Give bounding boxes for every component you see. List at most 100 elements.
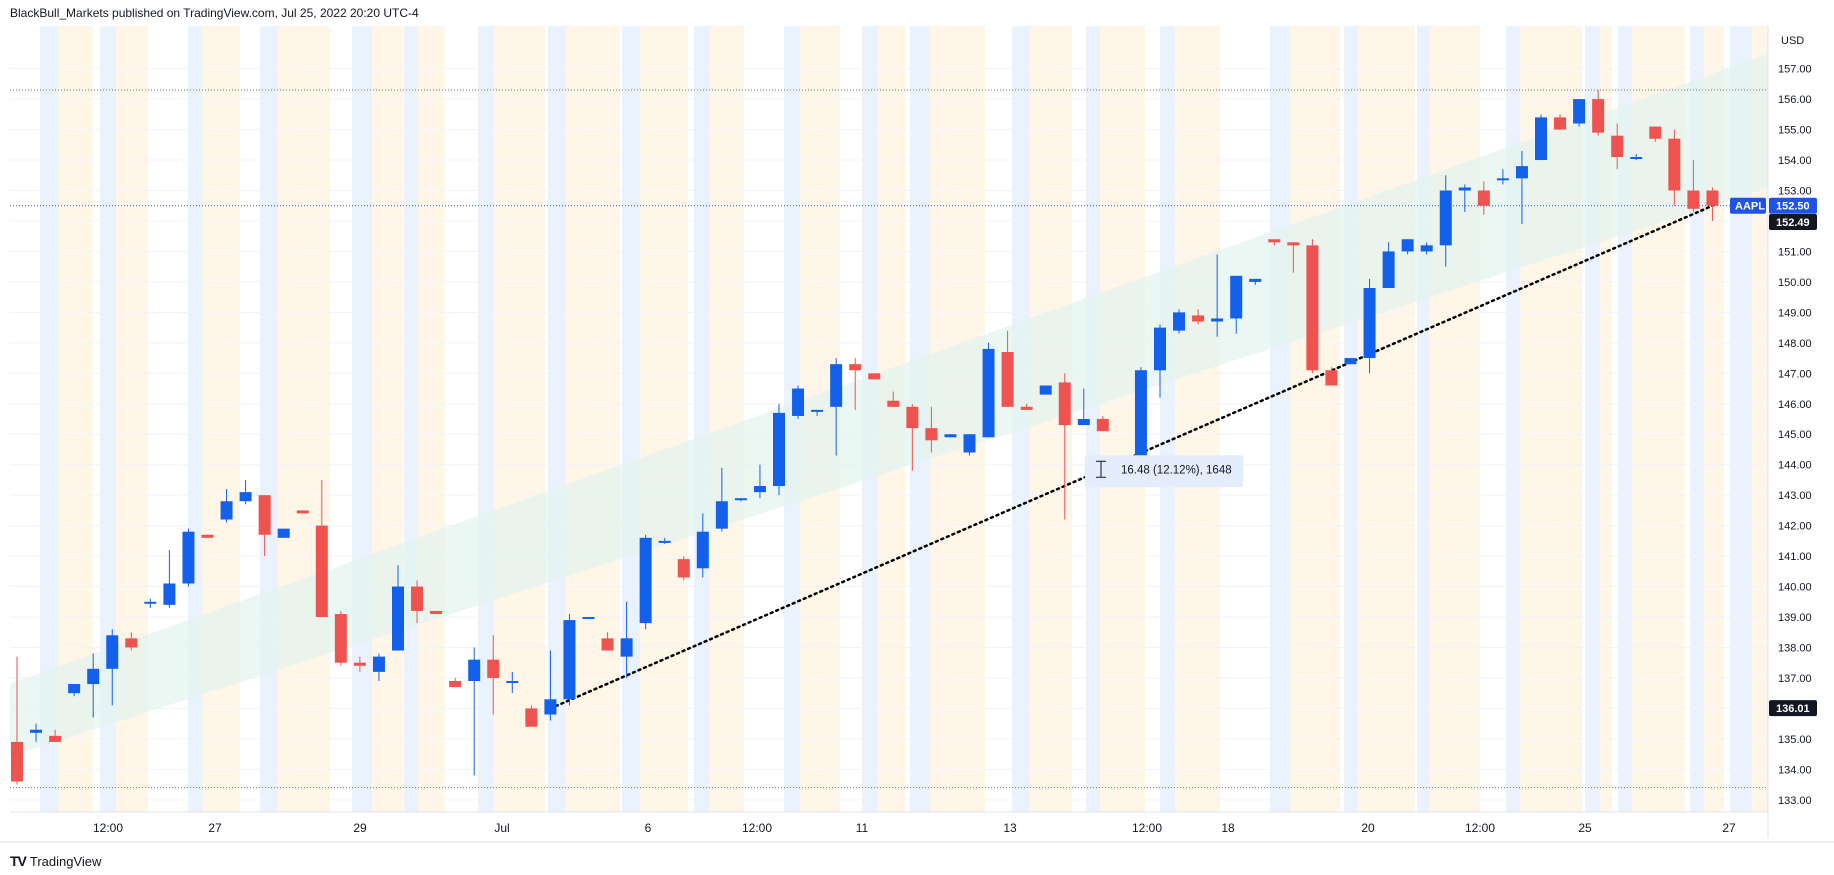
session-band	[1417, 26, 1430, 812]
publish-header: BlackBull_Markets published on TradingVi…	[10, 6, 419, 20]
candle	[982, 348, 995, 438]
tradingview-footer-logo[interactable]: TV TradingView	[10, 853, 101, 869]
candle	[1554, 117, 1567, 130]
candle	[1249, 278, 1262, 282]
y-tick-label: 140.00	[1778, 582, 1812, 594]
candle	[487, 659, 500, 678]
candle	[1154, 327, 1166, 371]
candle	[449, 681, 462, 688]
candle	[1668, 138, 1681, 191]
x-tick-label: 11	[856, 821, 869, 835]
candle	[1096, 419, 1109, 432]
candle	[68, 684, 81, 694]
y-tick-label: 138.00	[1778, 642, 1812, 654]
measure-label: 16.48 (12.12%), 1648	[1121, 464, 1232, 476]
candle	[372, 656, 385, 672]
prev-close-tag	[1769, 214, 1817, 231]
candle	[201, 534, 214, 538]
candle	[1515, 166, 1528, 179]
x-tick-label: 20	[1361, 821, 1375, 835]
y-tick-label: 141.00	[1778, 551, 1812, 563]
x-tick-label: 25	[1578, 821, 1592, 835]
y-tick-label: 135.00	[1778, 734, 1812, 746]
y-tick-label: 145.00	[1778, 429, 1812, 441]
candle	[353, 662, 366, 666]
symbol-tag	[1730, 197, 1766, 214]
y-tick-label: 133.00	[1778, 795, 1812, 807]
x-tick-label: 27	[1722, 821, 1736, 835]
candle	[1592, 99, 1605, 133]
candle	[906, 406, 919, 429]
candle	[525, 708, 538, 727]
candle	[125, 638, 138, 648]
y-tick-label: 147.00	[1778, 368, 1812, 380]
candle	[1535, 117, 1547, 161]
x-tick-label: 29	[353, 821, 367, 835]
y-tick-label: 148.00	[1778, 338, 1812, 350]
session-band	[1358, 26, 1415, 812]
candle	[1706, 190, 1719, 206]
session-band	[260, 26, 278, 812]
candle	[1134, 370, 1147, 465]
session-band	[1270, 26, 1290, 812]
session-band	[418, 26, 445, 812]
candle	[1477, 190, 1490, 206]
session-band	[494, 26, 545, 812]
y-tick-label: 149.00	[1778, 307, 1812, 319]
candle	[1020, 406, 1033, 410]
candle	[506, 681, 519, 683]
x-tick-label: 18	[1221, 821, 1235, 835]
candle	[1363, 288, 1376, 359]
y-tick-label: 134.00	[1778, 764, 1812, 776]
y-tick-label: 150.00	[1778, 277, 1812, 289]
session-band	[1290, 26, 1340, 812]
candle	[1401, 239, 1414, 252]
candle	[220, 501, 233, 520]
session-band	[372, 26, 403, 812]
candle	[1630, 157, 1643, 159]
candle	[430, 610, 443, 614]
candle	[1573, 99, 1586, 124]
y-tick-label: 155.00	[1778, 125, 1812, 137]
session-band	[278, 26, 330, 812]
y-tick-label: 146.00	[1778, 399, 1812, 411]
candle	[563, 620, 576, 700]
candle	[315, 525, 328, 618]
candle	[868, 373, 881, 380]
y-tick-label: 139.00	[1778, 612, 1812, 624]
candle	[1496, 178, 1509, 181]
y-tick-label: 154.00	[1778, 155, 1812, 167]
candle	[601, 638, 614, 651]
candle	[1687, 190, 1700, 209]
candle	[239, 492, 252, 502]
candle	[773, 412, 785, 487]
session-band	[352, 26, 372, 812]
candle	[963, 434, 976, 453]
tradingview-logo-icon: TV	[10, 853, 27, 869]
session-band	[404, 26, 418, 812]
candle	[1001, 351, 1014, 407]
candle	[11, 741, 23, 782]
last-price-tag	[1769, 197, 1817, 214]
x-tick-label: 12:00	[93, 821, 123, 835]
session-band	[1430, 26, 1480, 812]
session-band	[1175, 26, 1220, 812]
x-tick-label: 12:00	[742, 821, 772, 835]
candle	[944, 434, 957, 438]
start-price-tag	[1769, 700, 1817, 717]
candle	[1211, 318, 1224, 322]
candle	[925, 428, 938, 441]
x-tick-label: 27	[208, 821, 222, 835]
candle	[887, 400, 900, 407]
y-tick-label: 144.00	[1778, 460, 1812, 472]
candle	[1344, 358, 1357, 365]
candle	[1382, 251, 1395, 288]
candle	[582, 617, 595, 620]
candle	[258, 495, 271, 535]
session-band	[710, 26, 744, 812]
candle	[715, 501, 728, 529]
candle	[1039, 385, 1052, 395]
candle	[1173, 312, 1186, 331]
x-tick-label: Jul	[494, 821, 509, 835]
